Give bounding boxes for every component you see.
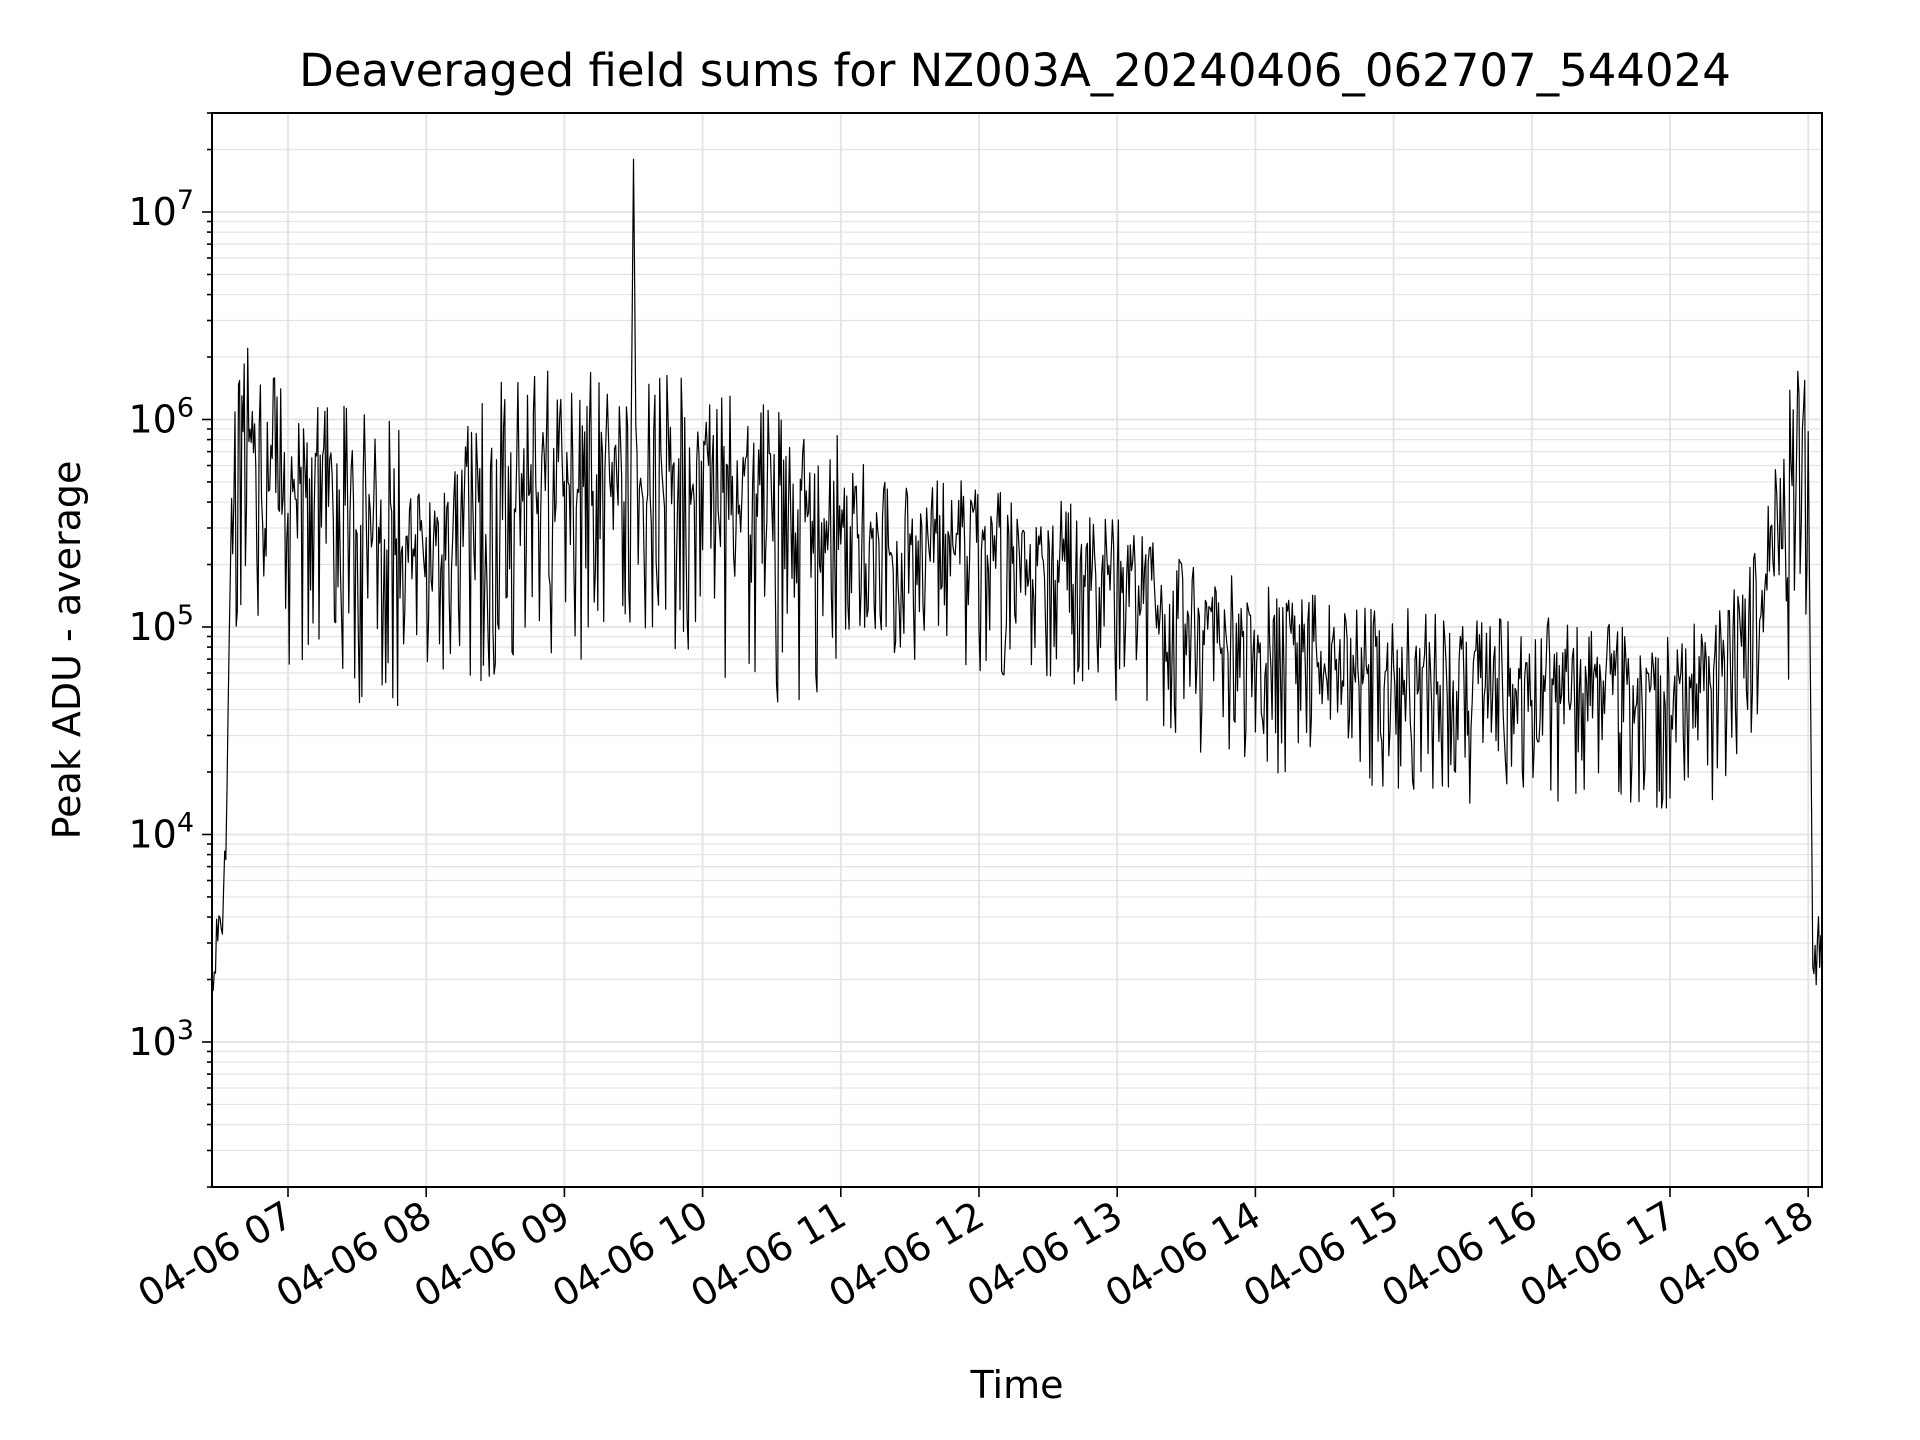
y-tick-label: 105	[128, 600, 194, 649]
x-tick-label: 04-06 10	[545, 1193, 715, 1317]
x-tick-label: 04-06 13	[960, 1193, 1130, 1317]
y-tick-exponent: 4	[177, 807, 194, 838]
y-tick-base: 10	[128, 812, 176, 856]
x-tick-label: 04-06 14	[1098, 1193, 1268, 1317]
x-tick-label: 04-06 17	[1513, 1193, 1683, 1317]
chart-title: Deaveraged field sums for NZ003A_2024040…	[299, 44, 1731, 97]
series-layer	[211, 158, 1823, 991]
x-tick-label: 04-06 12	[822, 1193, 992, 1317]
series-line	[211, 158, 1823, 991]
x-tick-label: 04-06 11	[683, 1193, 853, 1317]
x-tick-label: 04-06 16	[1374, 1193, 1544, 1317]
y-tick-base: 10	[128, 397, 176, 441]
grid	[212, 112, 1822, 1188]
y-tick-label: 103	[128, 1015, 194, 1064]
y-tick-exponent: 7	[177, 185, 194, 216]
x-tick-label: 04-06 15	[1236, 1193, 1406, 1317]
y-tick-exponent: 5	[177, 600, 194, 631]
y-tick-label: 106	[128, 392, 194, 441]
plot-frame	[211, 112, 1823, 1188]
x-axis-label: Time	[970, 1363, 1064, 1407]
y-tick-exponent: 3	[177, 1015, 194, 1046]
x-tick-label: 04-06 08	[269, 1193, 439, 1317]
y-tick-base: 10	[128, 605, 176, 649]
y-tick-base: 10	[128, 190, 176, 234]
y-axis-label: Peak ADU - average	[45, 461, 89, 840]
y-tick-label: 104	[128, 807, 194, 856]
y-tick-label: 107	[128, 185, 194, 234]
x-tick-label: 04-06 07	[131, 1193, 301, 1317]
x-tick-label: 04-06 18	[1651, 1193, 1821, 1317]
y-tick-exponent: 6	[177, 392, 194, 423]
y-tick-base: 10	[128, 1020, 176, 1064]
x-tick-label: 04-06 09	[407, 1193, 577, 1317]
